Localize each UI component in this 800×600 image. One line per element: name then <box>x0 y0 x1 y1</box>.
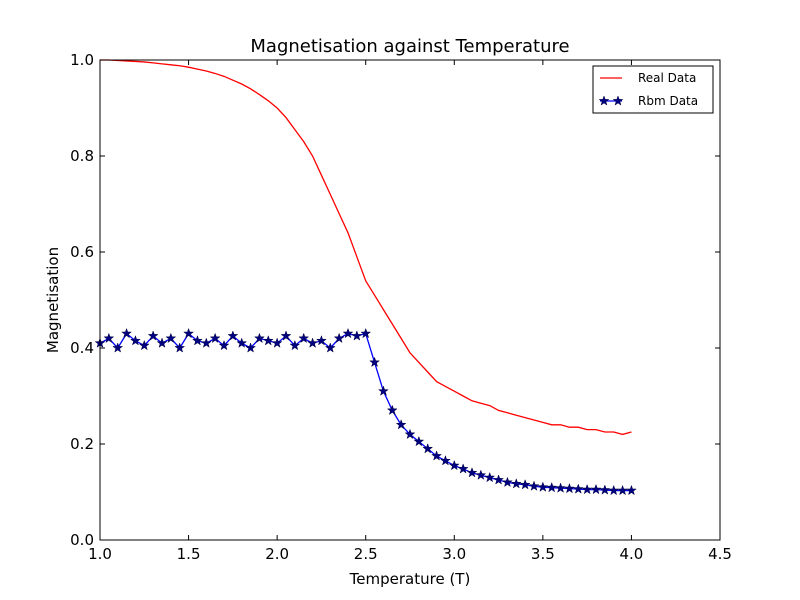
x-tick-label: 2.5 <box>354 545 378 563</box>
data-point-rbm-data <box>572 483 584 494</box>
x-tick-label: 3.5 <box>531 545 555 563</box>
y-tick-label: 0.6 <box>70 243 94 261</box>
data-point-rbm-data <box>342 327 354 339</box>
data-point-rbm-data <box>103 332 115 344</box>
y-tick-label: 0.0 <box>70 531 94 549</box>
x-tick-label: 4.5 <box>708 545 732 563</box>
data-point-rbm-data <box>289 339 301 351</box>
data-point-rbm-data <box>431 450 443 461</box>
x-tick-label: 1.0 <box>88 545 112 563</box>
data-point-rbm-data <box>528 480 540 491</box>
data-point-rbm-data <box>174 342 186 353</box>
data-point-rbm-data <box>271 337 283 348</box>
data-point-rbm-data <box>360 327 372 339</box>
data-point-rbm-data <box>608 484 620 496</box>
data-point-rbm-data <box>218 339 230 351</box>
data-point-rbm-data <box>448 459 460 471</box>
legend-label-real-data: Real Data <box>638 71 696 85</box>
data-point-rbm-data <box>590 483 602 495</box>
data-point-rbm-data <box>510 478 522 489</box>
data-point-rbm-data <box>236 337 248 348</box>
data-point-rbm-data <box>377 385 389 396</box>
data-point-rbm-data <box>227 330 239 341</box>
data-point-rbm-data <box>617 484 629 496</box>
data-point-rbm-data <box>563 482 575 494</box>
legend: Real Data Rbm Data <box>592 65 714 114</box>
y-tick-label: 0.4 <box>70 339 94 357</box>
data-point-rbm-data <box>439 455 451 466</box>
data-point-rbm-data <box>404 428 416 440</box>
axes-frame <box>99 59 721 541</box>
data-point-rbm-data <box>253 332 265 344</box>
data-point-rbm-data <box>262 335 274 346</box>
x-tick-label: 3.0 <box>442 545 466 563</box>
x-tick-label: 4.0 <box>619 545 643 563</box>
data-point-rbm-data <box>209 332 221 344</box>
data-point-rbm-data <box>165 332 177 344</box>
data-point-rbm-data <box>422 443 434 454</box>
series-line-real-data <box>100 59 632 436</box>
data-point-rbm-data <box>369 356 381 368</box>
data-point-rbm-data <box>484 471 496 483</box>
data-point-rbm-data <box>156 337 168 348</box>
data-point-rbm-data <box>280 330 292 341</box>
data-point-rbm-data <box>183 327 195 339</box>
data-point-rbm-data <box>466 467 478 478</box>
data-point-rbm-data <box>351 330 363 341</box>
legend-box <box>592 65 714 114</box>
data-point-rbm-data <box>315 335 327 346</box>
data-point-rbm-data <box>324 342 336 353</box>
data-point-rbm-data <box>457 463 469 474</box>
data-point-rbm-data <box>333 332 345 344</box>
data-point-rbm-data <box>581 483 593 495</box>
data-point-rbm-data <box>599 484 611 495</box>
ticks: 1.0 1.5 2.0 2.5 3.0 3.5 4.0 4.5 0.0 0.2 0.4 0.6 0.8 1… <box>70 51 732 563</box>
data-point-rbm-data <box>537 481 549 492</box>
y-axis-label: Magnetisation <box>44 247 62 353</box>
y-tick-label: 1.0 <box>70 51 94 69</box>
data-point-rbm-data <box>200 337 212 348</box>
data-point-rbm-data <box>129 335 141 346</box>
data-point-rbm-data <box>519 479 531 490</box>
data-point-rbm-data <box>307 337 319 348</box>
data-point-rbm-data <box>493 474 505 485</box>
data-point-rbm-data <box>191 335 203 346</box>
data-point-rbm-data <box>395 419 407 430</box>
legend-label-rbm-data: Rbm Data <box>638 94 698 108</box>
data-point-rbm-data <box>147 330 159 341</box>
data-point-rbm-data <box>413 435 425 447</box>
data-point-rbm-data <box>501 476 513 488</box>
data-point-rbm-data <box>625 484 637 496</box>
legend-star-marker <box>612 95 624 106</box>
data-point-rbm-data <box>121 327 133 339</box>
data-point-rbm-data <box>475 469 487 480</box>
data-point-rbm-data <box>546 481 558 493</box>
data-point-rbm-data <box>555 482 567 493</box>
data-point-rbm-data <box>112 342 124 353</box>
x-tick-label: 1.5 <box>177 545 201 563</box>
legend-star-marker <box>598 95 610 106</box>
data-point-rbm-data <box>298 332 310 344</box>
x-axis-label: Temperature (T) <box>349 570 471 588</box>
data-point-rbm-data <box>138 339 150 351</box>
data-point-rbm-data <box>245 342 257 353</box>
data-point-rbm-data <box>386 404 398 416</box>
x-tick-label: 2.0 <box>265 545 289 563</box>
legend-markers-rbm-data <box>598 95 624 106</box>
y-tick-label: 0.8 <box>70 147 94 165</box>
chart-title: Magnetisation against Temperature <box>250 36 569 57</box>
y-tick-label: 0.2 <box>70 435 94 453</box>
